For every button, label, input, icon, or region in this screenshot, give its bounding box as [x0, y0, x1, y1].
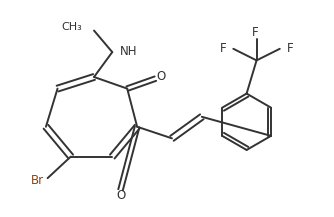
- Text: O: O: [116, 189, 125, 202]
- Text: F: F: [287, 42, 294, 55]
- Text: NH: NH: [120, 45, 137, 58]
- Text: F: F: [252, 26, 258, 39]
- Text: Br: Br: [30, 174, 44, 187]
- Text: CH₃: CH₃: [62, 22, 82, 32]
- Text: O: O: [157, 71, 166, 84]
- Text: F: F: [219, 42, 226, 55]
